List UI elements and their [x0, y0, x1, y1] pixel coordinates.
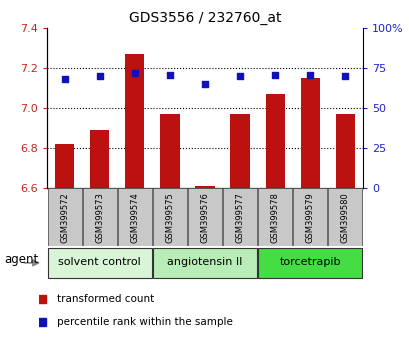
Bar: [230, 114, 249, 188]
Text: percentile rank within the sample: percentile rank within the sample: [56, 316, 232, 327]
Text: GSM399574: GSM399574: [130, 192, 139, 243]
Bar: [335, 114, 354, 188]
Bar: [160, 114, 179, 188]
Bar: [55, 144, 74, 188]
Bar: [48, 248, 151, 278]
Bar: [222, 188, 256, 246]
Text: GSM399572: GSM399572: [60, 192, 69, 243]
Point: [236, 73, 243, 79]
Text: GDS3556 / 232760_at: GDS3556 / 232760_at: [128, 11, 281, 25]
Point: [61, 76, 68, 82]
Bar: [83, 188, 116, 246]
Point: [96, 73, 103, 79]
Point: [131, 70, 138, 76]
Bar: [153, 248, 256, 278]
Text: agent: agent: [4, 253, 38, 266]
Bar: [328, 188, 361, 246]
Text: GSM399577: GSM399577: [235, 192, 244, 243]
Bar: [48, 188, 81, 246]
Text: solvent control: solvent control: [58, 257, 141, 267]
Text: GSM399575: GSM399575: [165, 192, 174, 243]
Bar: [300, 78, 319, 188]
Bar: [188, 188, 221, 246]
Text: GSM399578: GSM399578: [270, 192, 279, 243]
Point: [306, 72, 313, 78]
Bar: [258, 188, 291, 246]
Text: GSM399580: GSM399580: [340, 192, 349, 243]
Bar: [293, 188, 326, 246]
Bar: [258, 248, 361, 278]
Bar: [90, 130, 109, 188]
Text: transformed count: transformed count: [56, 293, 154, 304]
Bar: [118, 188, 151, 246]
Text: torcetrapib: torcetrapib: [279, 257, 340, 267]
Text: GSM399579: GSM399579: [305, 192, 314, 243]
Point: [271, 72, 278, 78]
Point: [341, 73, 348, 79]
Bar: [265, 94, 284, 188]
Bar: [125, 54, 144, 188]
Point: [201, 81, 208, 87]
Text: angiotensin II: angiotensin II: [167, 257, 242, 267]
Bar: [153, 188, 187, 246]
Point: [166, 72, 173, 78]
Bar: [195, 185, 214, 188]
Text: GSM399576: GSM399576: [200, 192, 209, 243]
Text: GSM399573: GSM399573: [95, 192, 104, 243]
